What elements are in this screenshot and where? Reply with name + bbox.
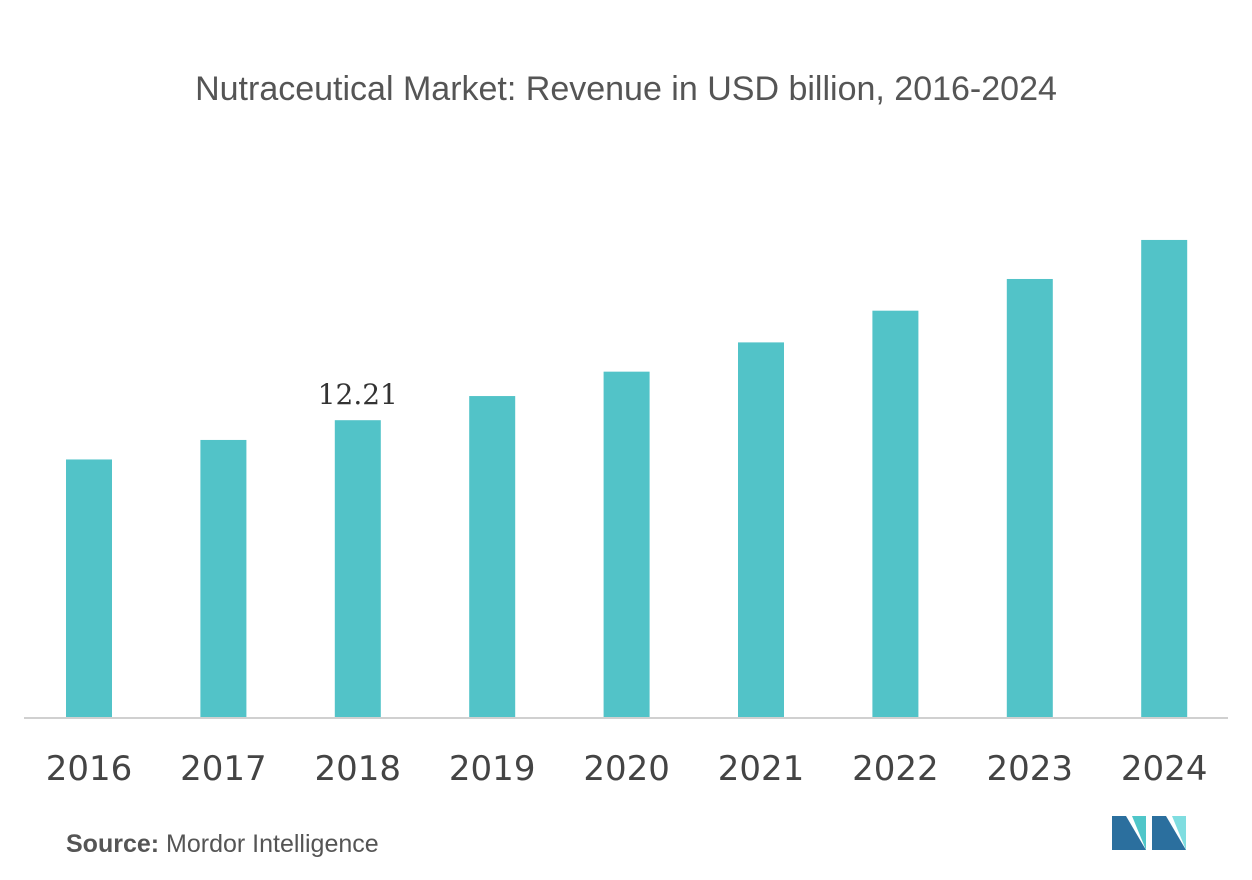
x-tick-label-2022: 2022: [852, 749, 939, 789]
x-tick-labels: 2016 2017 2018 2019 2020 2021 2022 2023 2024: [46, 749, 1208, 789]
bar-2018: [334, 420, 381, 718]
bar-2020: [603, 371, 650, 718]
bar-2019: [469, 396, 516, 718]
chart-title: Nutraceutical Market: Revenue in USD bil…: [195, 70, 1057, 108]
mordor-intelligence-logo-icon: [1112, 816, 1186, 850]
bar-2021: [738, 342, 784, 718]
x-tick-label-2017: 2017: [180, 749, 267, 789]
logo-shape-mid: [1132, 816, 1146, 850]
bar-2024: [1141, 239, 1188, 718]
logo-shape-right: [1152, 816, 1186, 850]
x-tick-label-2016: 2016: [46, 749, 133, 789]
x-tick-label-2023: 2023: [987, 749, 1074, 789]
bar-2022: [872, 310, 919, 718]
bars-group: [66, 239, 1188, 718]
logo-shape-tip: [1172, 816, 1186, 850]
x-tick-label-2018: 2018: [315, 749, 402, 789]
source-label: Source:: [66, 830, 160, 858]
source-text: Mordor Intelligence: [159, 830, 379, 858]
bar-2016: [66, 459, 112, 718]
bar-2017: [200, 439, 247, 718]
x-tick-label-2021: 2021: [718, 749, 805, 789]
x-tick-label-2024: 2024: [1121, 749, 1208, 789]
logo-shape-left: [1112, 816, 1146, 850]
source-note: Source: Mordor Intelligence: [66, 830, 379, 859]
x-tick-label-2019: 2019: [449, 749, 536, 789]
x-tick-label-2020: 2020: [583, 749, 670, 789]
data-label-2018: 12.21: [318, 378, 398, 411]
bar-2023: [1006, 278, 1053, 718]
data-labels: 12.21: [318, 378, 398, 411]
